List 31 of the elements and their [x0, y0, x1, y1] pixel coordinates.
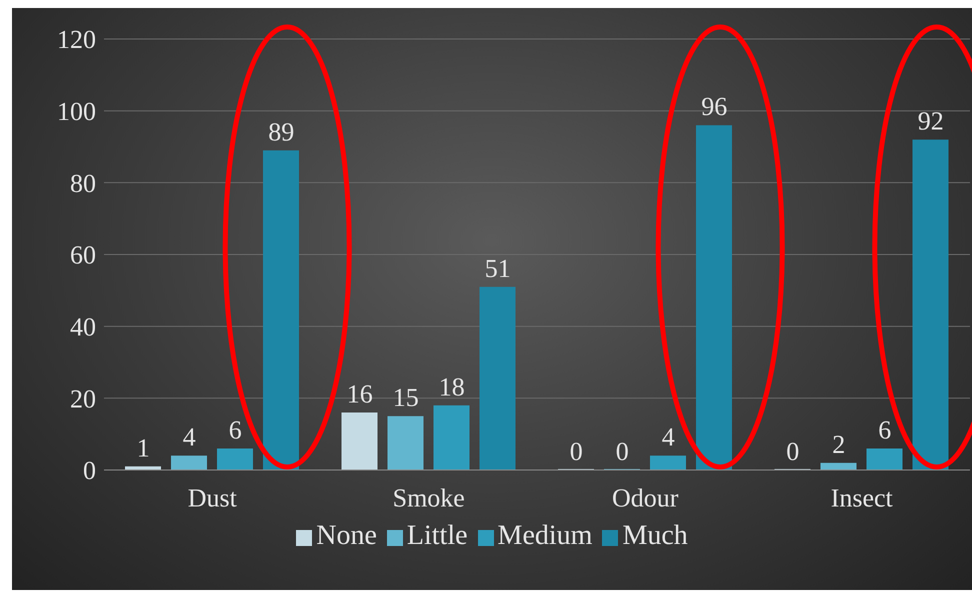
y-tick-label: 60 — [70, 240, 96, 270]
x-tick-label: Insect — [830, 483, 894, 512]
data-label: 0 — [616, 437, 629, 466]
x-tick-label: Odour — [612, 483, 679, 512]
legend-label: Medium — [498, 520, 592, 551]
data-label: 15 — [392, 383, 419, 412]
y-tick-label: 40 — [70, 312, 96, 342]
legend-label: None — [316, 520, 377, 551]
data-label: 92 — [918, 106, 944, 136]
data-label: 6 — [878, 415, 892, 444]
y-tick-label: 0 — [83, 456, 96, 486]
y-tick-label: 20 — [70, 384, 96, 414]
data-label: 0 — [786, 437, 800, 466]
data-label: 18 — [438, 372, 465, 402]
y-tick-label: 80 — [70, 168, 96, 198]
x-tick-label: Smoke — [392, 483, 465, 512]
data-label: 2 — [832, 430, 846, 459]
y-tick-label: 120 — [57, 25, 96, 54]
data-label: 16 — [346, 380, 373, 409]
data-label: 4 — [662, 422, 675, 452]
data-label: 96 — [701, 92, 728, 122]
x-tick-label: Dust — [188, 483, 238, 512]
data-label: 51 — [484, 254, 511, 283]
y-tick-label: 100 — [57, 97, 96, 126]
data-label: 89 — [268, 117, 294, 146]
legend-label: Little — [406, 520, 468, 551]
data-label: 1 — [136, 433, 150, 462]
legend-label: Much — [622, 520, 688, 551]
data-label: 0 — [570, 437, 583, 466]
data-label: 4 — [182, 422, 196, 452]
data-label: 6 — [228, 415, 242, 444]
